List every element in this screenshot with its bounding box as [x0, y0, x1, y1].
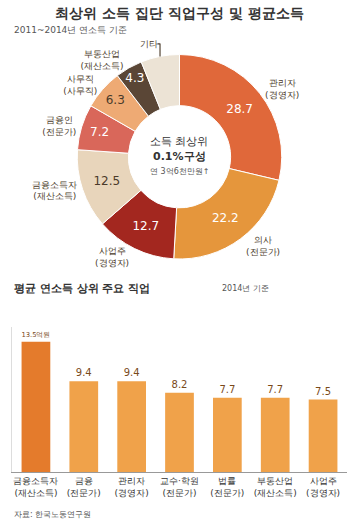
- svg-text:8.2: 8.2: [172, 379, 188, 390]
- svg-text:의사(전문가): 의사(전문가): [246, 235, 280, 257]
- svg-text:기타: 기타: [140, 39, 158, 49]
- svg-text:소득 최상위: 소득 최상위: [150, 135, 209, 148]
- svg-text:22.2: 22.2: [212, 211, 239, 225]
- svg-text:관리자(경영자): 관리자(경영자): [115, 476, 149, 498]
- svg-text:사업주(경영자): 사업주(경영자): [95, 246, 129, 268]
- svg-text:자료: 한국노동연구원: 자료: 한국노동연구원: [14, 510, 91, 519]
- svg-text:12.5: 12.5: [93, 174, 120, 188]
- svg-text:9.4: 9.4: [124, 367, 140, 378]
- svg-text:금융소득자(재산소득): 금융소득자(재산소득): [13, 476, 58, 498]
- svg-text:사무직(사무직): 사무직(사무직): [63, 74, 97, 96]
- svg-text:12.7: 12.7: [132, 219, 159, 233]
- svg-text:6.3: 6.3: [106, 93, 125, 107]
- svg-text:13.5억원: 13.5억원: [21, 331, 50, 339]
- svg-text:금융소득자(재산소득): 금융소득자(재산소득): [32, 180, 77, 202]
- svg-text:평균 연소득 상위 주요 직업: 평균 연소득 상위 주요 직업: [14, 282, 150, 295]
- svg-text:7.2: 7.2: [90, 125, 109, 139]
- svg-text:최상위 소득 집단 직업구성 및 평균소득: 최상위 소득 집단 직업구성 및 평균소득: [55, 5, 303, 21]
- svg-text:교수·학원(전문가): 교수·학원(전문가): [160, 476, 199, 498]
- svg-text:4.3: 4.3: [125, 71, 144, 85]
- svg-text:부동산업(재산소득): 부동산업(재산소득): [80, 49, 123, 71]
- svg-text:9.4: 9.4: [76, 367, 92, 378]
- svg-text:0.1%구성: 0.1%구성: [153, 150, 206, 163]
- svg-text:금융(전문가): 금융(전문가): [67, 476, 101, 498]
- svg-text:2011~2014년 연소득 기준: 2011~2014년 연소득 기준: [14, 25, 127, 35]
- svg-text:2014년 기준: 2014년 기준: [222, 284, 269, 293]
- svg-text:금융인(전문가): 금융인(전문가): [42, 115, 76, 137]
- svg-text:연 3억6천만원↑: 연 3억6천만원↑: [150, 167, 209, 176]
- svg-text:부동산업(재산소득): 부동산업(재산소득): [254, 476, 297, 498]
- svg-text:법률(전문가): 법률(전문가): [210, 476, 244, 498]
- svg-text:7.7: 7.7: [219, 384, 235, 395]
- svg-text:28.7: 28.7: [226, 102, 253, 116]
- svg-text:7.5: 7.5: [315, 386, 331, 397]
- svg-text:관리자(경영자): 관리자(경영자): [265, 78, 299, 100]
- svg-text:7.7: 7.7: [267, 384, 283, 395]
- svg-text:사업주(경영자): 사업주(경영자): [306, 476, 340, 498]
